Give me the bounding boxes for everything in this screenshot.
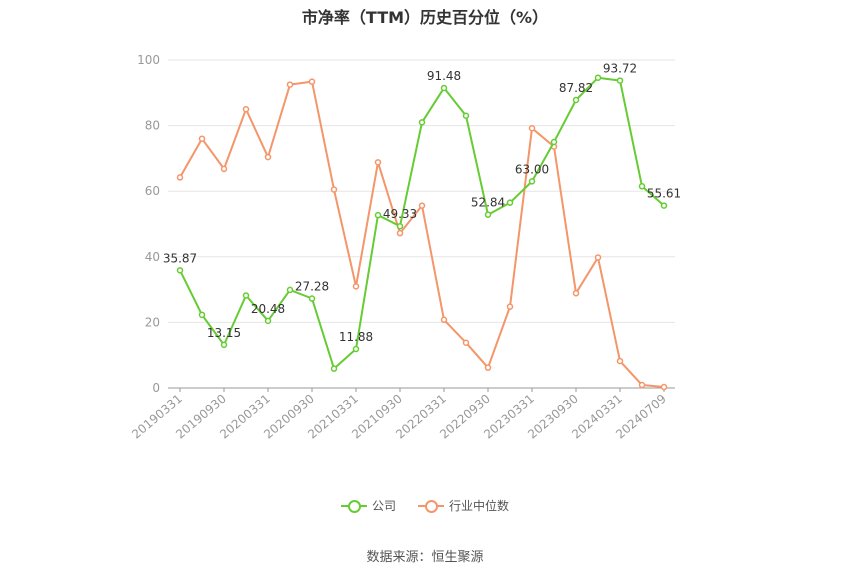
legend-label-company: 公司 [371,499,396,513]
data-point-company [176,267,184,274]
data-point-industry-median [484,364,492,371]
legend-swatch-industry-median [418,498,444,514]
data-point-company [330,365,338,372]
y-tick-label: 80 [145,119,160,133]
data-point-industry-median [528,124,536,132]
data-point-industry-median [462,339,470,346]
data-point-industry-median [242,105,250,113]
data-label: 13.15 [207,326,241,340]
y-tick-label: 0 [152,381,160,395]
data-point-company [462,112,470,120]
chart-title: 市净率（TTM）历史百分位（%） [301,8,549,27]
data-point-industry-median [198,135,206,142]
data-point-industry-median [594,254,602,261]
data-point-industry-median [352,283,360,290]
data-point-industry-median [616,357,624,365]
data-label: 93.72 [603,62,637,76]
data-point-company [572,96,580,104]
data-point-company [198,311,206,319]
data-point-company [484,211,492,218]
y-tick-label: 40 [145,250,160,264]
data-point-industry-median [638,381,646,389]
data-point-industry-median [264,153,272,161]
data-point-company [528,178,536,185]
data-label: 63.00 [515,162,549,176]
data-point-company [264,317,272,325]
data-point-industry-median [440,316,448,324]
data-label: 52.84 [471,196,505,210]
data-point-company [308,295,316,302]
y-tick-label: 60 [145,184,160,198]
data-point-company [440,84,448,92]
data-point-industry-median [418,202,426,209]
data-label: 49.33 [383,207,417,221]
data-point-company [616,77,624,84]
legend-swatch-company [340,498,367,514]
data-point-industry-median [330,186,338,193]
data-point-company [660,202,668,209]
legend-label-industry-median: 行业中位数 [449,499,510,513]
data-point-industry-median [396,229,404,237]
legend: 公司 行业中位数 [0,497,850,514]
data-point-company [220,341,228,349]
data-label: 11.88 [339,330,373,344]
data-point-company [396,222,404,230]
series-line-industry-median [179,80,665,388]
data-point-company [374,211,382,219]
data-point-industry-median [220,165,228,173]
data-label: 35.87 [163,251,197,265]
data-point-industry-median [374,159,382,166]
data-point-industry-median [572,289,580,297]
data-point-company [242,292,250,299]
data-point-industry-median [506,303,514,310]
data-point-company [638,183,646,190]
data-label: 55.61 [647,187,681,201]
data-point-industry-median [176,174,184,181]
data-point-company [506,199,514,206]
data-point-company [286,286,294,294]
y-tick-label: 100 [137,53,160,67]
data-point-company [550,138,558,146]
source-note: 数据来源：恒生聚源 [366,550,484,565]
data-label: 20.48 [251,302,285,316]
data-point-industry-median [660,383,668,391]
data-label: 27.28 [295,280,329,294]
data-point-company [418,119,426,126]
data-point-industry-median [308,78,316,85]
data-label: 87.82 [559,81,593,95]
y-tick-label: 20 [145,315,160,329]
data-label: 91.48 [427,69,461,83]
data-point-company [352,345,360,353]
data-point-company [594,74,602,81]
legend-item-industry-median[interactable]: 行业中位数 [418,497,509,514]
data-point-industry-median [286,81,294,88]
legend-item-company[interactable]: 公司 [340,497,396,514]
